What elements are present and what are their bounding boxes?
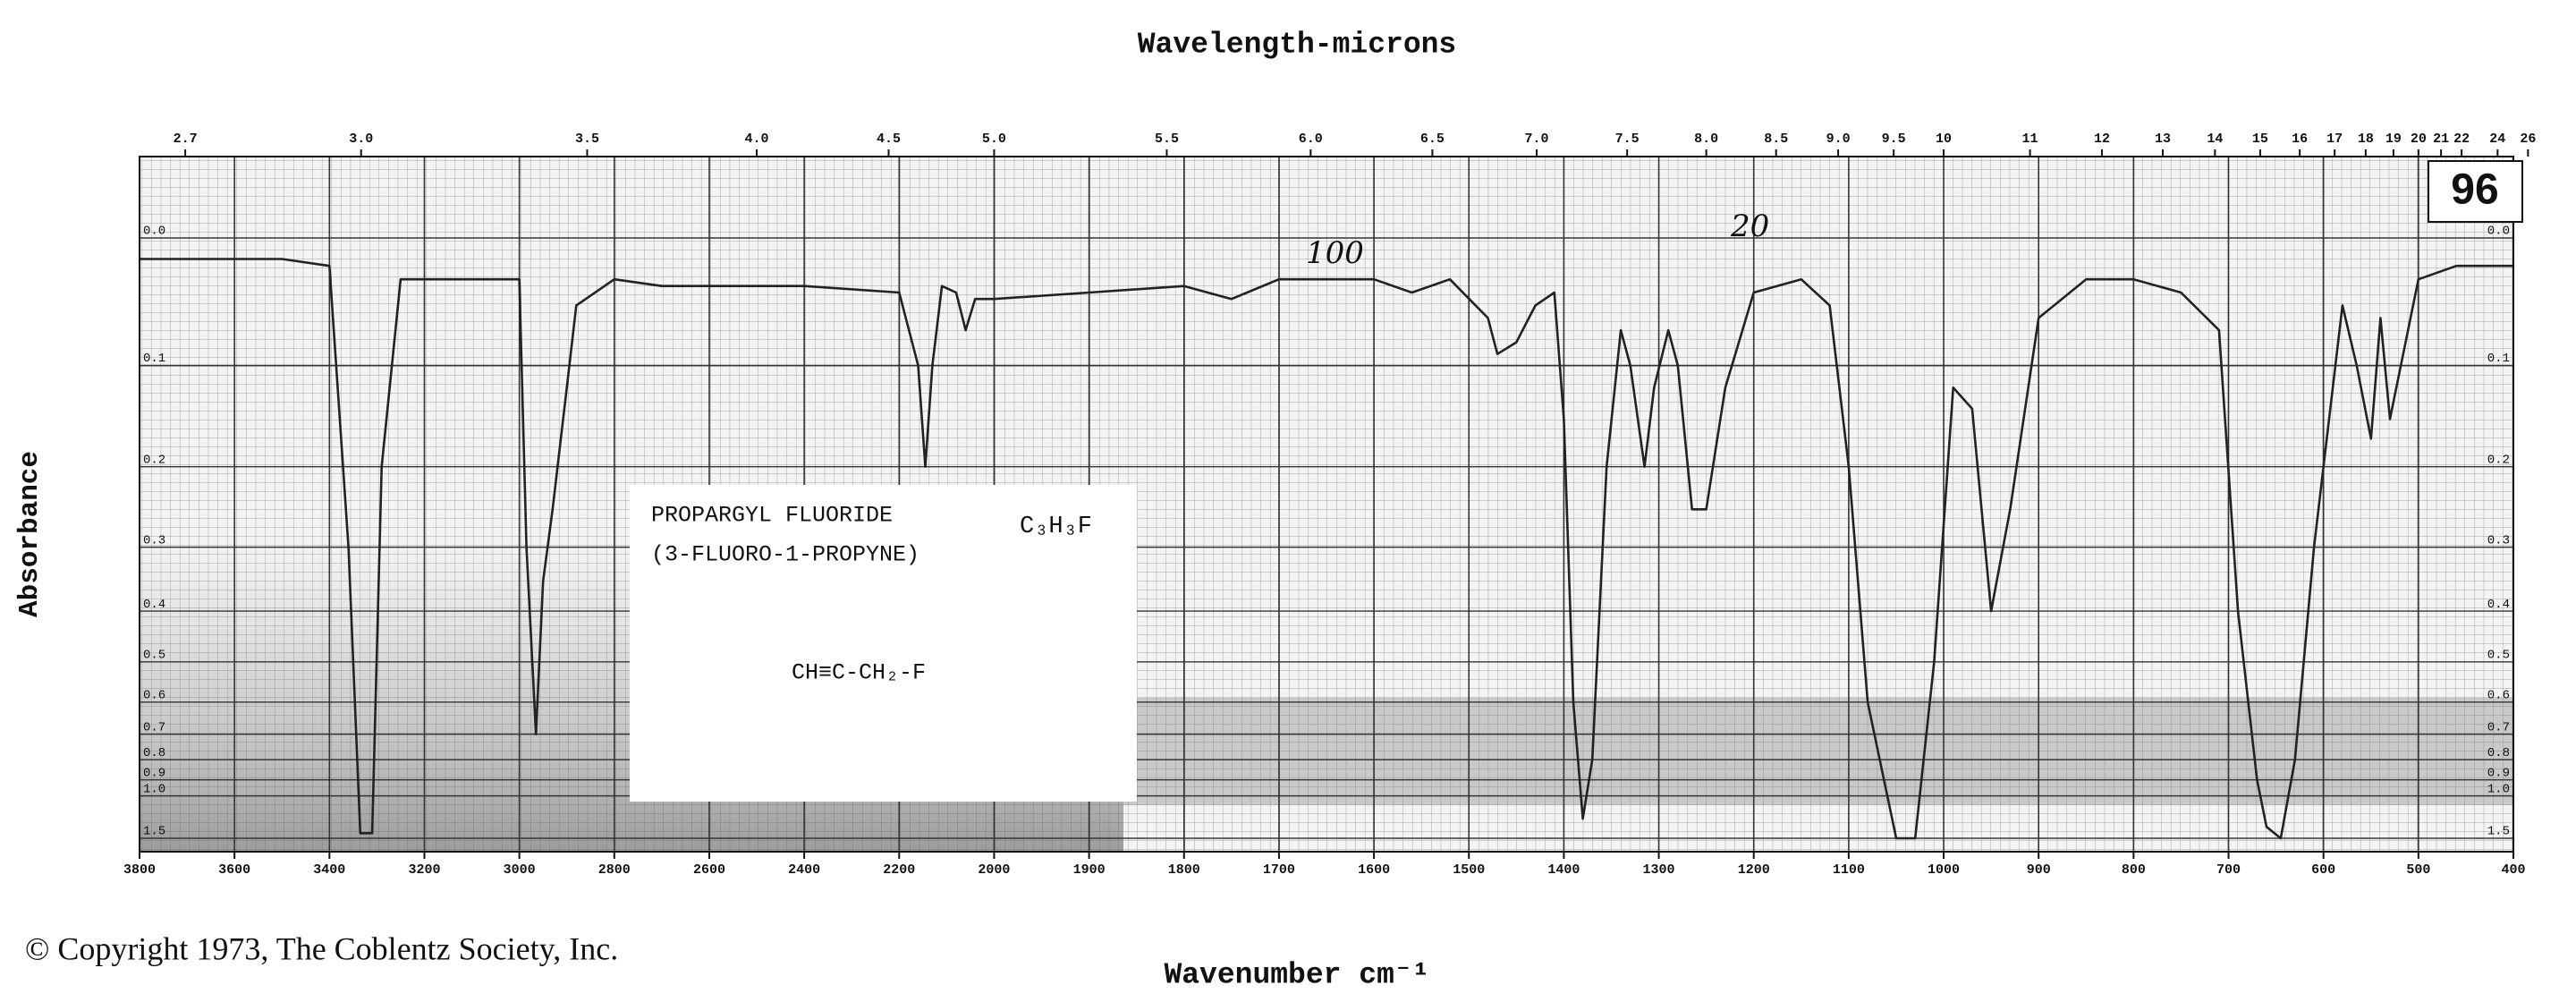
y-tick-label: 0.7 xyxy=(143,720,165,735)
sample-alt-name: (3-FLUORO-1-PROPYNE) xyxy=(651,542,919,568)
x-tick-label: 2600 xyxy=(693,862,725,878)
x2-tick-label: 7.0 xyxy=(1525,132,1549,147)
x2-tick-label: 12 xyxy=(2094,132,2110,147)
x-tick-label: 3800 xyxy=(123,862,156,878)
x-tick-label: 400 xyxy=(2501,862,2525,878)
y-tick-label: 0.3 xyxy=(143,533,165,548)
handwritten-note: 20 xyxy=(1730,208,1769,244)
y-tick-label: 0.0 xyxy=(2487,225,2510,239)
plot-shading xyxy=(1123,698,2513,805)
x2-tick-label: 17 xyxy=(2326,132,2343,147)
x-axis-label: Wavenumber cm⁻¹ xyxy=(1164,959,1429,992)
marks xyxy=(140,258,2513,840)
x-tick-label: 3400 xyxy=(313,862,345,878)
y-tick-label: 0.2 xyxy=(2487,453,2510,467)
x2-tick-label: 26 xyxy=(2520,132,2536,147)
spectrum-line xyxy=(140,258,2513,840)
x2-tick-label: 16 xyxy=(2292,132,2308,147)
y-tick-label: 0.9 xyxy=(143,766,165,780)
plot-frame xyxy=(139,156,2514,853)
x2-tick-label: 9.0 xyxy=(1826,132,1851,147)
x-tick-label: 1100 xyxy=(1833,862,1865,878)
x-tick-label: 1400 xyxy=(1547,862,1580,878)
x2-tick-label: 6.0 xyxy=(1299,132,1323,147)
y-axis-label: Absorbance xyxy=(14,451,46,617)
x-tick-label: 1700 xyxy=(1263,862,1295,878)
chart-title: Wavelength-microns xyxy=(1138,29,1456,62)
x2-tick-label: 14 xyxy=(2207,132,2223,147)
x2-tick-label: 4.0 xyxy=(745,132,769,147)
x-tick-label: 3200 xyxy=(408,862,440,878)
y-tick-label: 0.8 xyxy=(2487,746,2510,760)
x-tick-label: 800 xyxy=(2122,862,2146,878)
x2-tick-label: 2.7 xyxy=(174,132,198,147)
y-tick-label: 1.5 xyxy=(2487,825,2510,839)
x-tick-label: 1000 xyxy=(1928,862,1960,878)
x-tick-label: 3000 xyxy=(504,862,536,878)
x2-tick-label: 5.5 xyxy=(1155,132,1179,147)
x-tick-label: 1300 xyxy=(1643,862,1675,878)
x2-tick-label: 10 xyxy=(1936,132,1952,147)
y-tick-label: 0.4 xyxy=(143,598,165,612)
x2-tick-label: 18 xyxy=(2358,132,2374,147)
y-tick-label: 1.0 xyxy=(2487,782,2510,796)
x2-tick-label: 5.0 xyxy=(982,132,1006,147)
x-tick-label: 2000 xyxy=(978,862,1010,878)
y-tick-label: 0.8 xyxy=(143,746,165,760)
x-tick-label: 2400 xyxy=(788,862,820,878)
x2-tick-label: 22 xyxy=(2453,132,2470,147)
x2-tick-label: 19 xyxy=(2385,132,2402,147)
y-tick-label: 0.2 xyxy=(143,453,165,467)
x2-tick-label: 13 xyxy=(2155,132,2171,147)
y-tick-label: 0.1 xyxy=(143,352,165,366)
formula: C₃H₃F xyxy=(1020,514,1092,540)
x2-tick-label: 3.0 xyxy=(349,132,373,147)
y-tick-label: 0.6 xyxy=(2487,689,2510,703)
sample-box xyxy=(630,485,1137,802)
x2-tick-label: 7.5 xyxy=(1615,132,1640,147)
x2-tick-label: 6.5 xyxy=(1420,132,1445,147)
x2-tick-label: 20 xyxy=(2411,132,2427,147)
y-tick-label: 0.1 xyxy=(2487,352,2510,366)
x-tick-label: 1600 xyxy=(1358,862,1390,878)
x2-tick-label: 21 xyxy=(2433,132,2449,147)
y-tick-label: 0.4 xyxy=(2487,598,2510,612)
x2-tick-label: 11 xyxy=(2022,132,2038,147)
x-tick-label: 1500 xyxy=(1453,862,1485,878)
x2-tick-label: 24 xyxy=(2489,132,2505,147)
x-tick-label: 3600 xyxy=(218,862,250,878)
sample-name: PROPARGYL FLUORIDE xyxy=(651,503,893,529)
y-tick-label: 0.0 xyxy=(143,225,165,239)
spectrum-number: 96 xyxy=(2451,166,2498,214)
x2-tick-label: 8.5 xyxy=(1764,132,1788,147)
y-tick-label: 0.7 xyxy=(2487,720,2510,735)
y-tick-label: 0.6 xyxy=(143,689,165,703)
x-tick-label: 700 xyxy=(2216,862,2241,878)
x2-tick-label: 4.5 xyxy=(877,132,901,147)
x-tick-label: 500 xyxy=(2406,862,2430,878)
x-tick-label: 1800 xyxy=(1168,862,1200,878)
x-tick-label: 1200 xyxy=(1738,862,1770,878)
x-tick-label: 2200 xyxy=(883,862,915,878)
handwritten-note: 100 xyxy=(1306,235,1364,271)
x-tick-label: 1900 xyxy=(1073,862,1106,878)
spectrum-number-box xyxy=(2428,160,2523,223)
x2-tick-label: 8.0 xyxy=(1694,132,1718,147)
y-tick-label: 1.0 xyxy=(143,782,165,796)
y-tick-label: 0.3 xyxy=(2487,533,2510,548)
y-tick-label: 0.5 xyxy=(143,648,165,662)
y-tick-label: 0.5 xyxy=(2487,648,2510,662)
x2-tick-label: 9.5 xyxy=(1882,132,1906,147)
x2-tick-label: 3.5 xyxy=(575,132,599,147)
structure: CH≡C-CH₂-F xyxy=(792,660,926,686)
x-tick-label: 2800 xyxy=(598,862,631,878)
copyright: © Copyright 1973, The Coblentz Society, … xyxy=(25,930,618,966)
y-tick-label: 1.5 xyxy=(143,825,165,839)
x2-tick-label: 15 xyxy=(2252,132,2268,147)
x-tick-label: 600 xyxy=(2311,862,2335,878)
x-tick-label: 900 xyxy=(2027,862,2051,878)
y-tick-label: 0.9 xyxy=(2487,766,2510,780)
